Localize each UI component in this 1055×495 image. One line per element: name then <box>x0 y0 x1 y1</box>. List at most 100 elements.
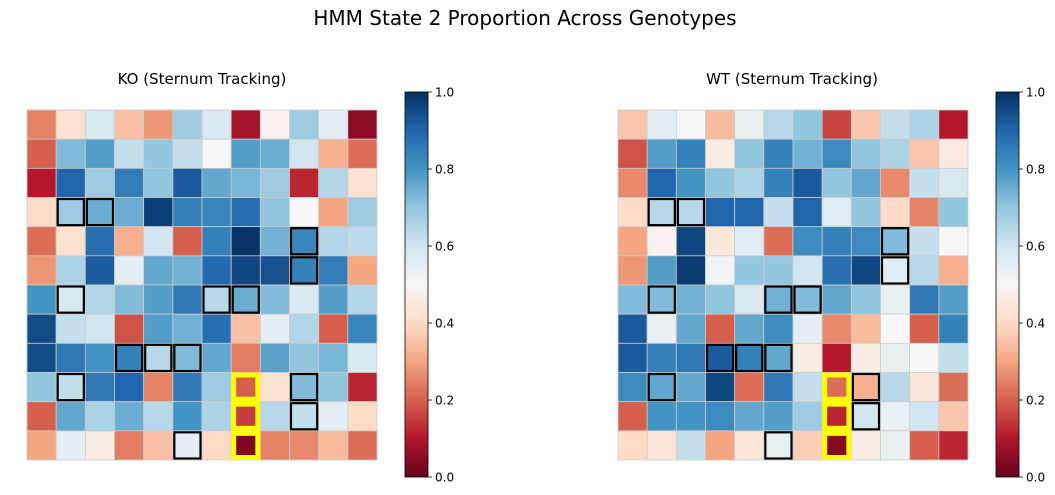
wt-cell-r9-c2 <box>675 372 706 403</box>
ko-cell-r3-c6 <box>201 197 232 228</box>
wt-cell-r11-c9 <box>880 430 911 461</box>
ko-outlined-cell-r3-c2 <box>85 197 115 227</box>
ko-cell-r8-c4 <box>143 342 174 373</box>
ko-cell-r8-c10 <box>318 342 349 373</box>
wt-cell-r0-c0 <box>617 109 648 140</box>
wt-outlined-cell-r3-c2 <box>676 197 706 227</box>
ko-outlined-cell-r5-c9 <box>289 256 319 285</box>
wt-cell-r1-c8 <box>850 138 881 169</box>
ko-cell-r9-c0 <box>26 372 57 403</box>
ko-cell-r4-c4 <box>143 226 174 257</box>
wt-cell-r4-c5 <box>763 226 794 257</box>
ko-cell-r11-c3 <box>114 430 145 461</box>
ko-cell-r0-c3 <box>114 109 145 140</box>
wt-cell-r11-c1 <box>646 430 677 461</box>
ko-cell-r11-c10 <box>318 430 349 461</box>
ko-cell-r5-c0 <box>26 255 57 286</box>
wt-outlined-cell-r6-c5 <box>764 285 793 314</box>
ko-outlined-cell-r8-c3 <box>114 343 144 373</box>
ko-cell-r8-c11 <box>347 342 378 373</box>
ko-panel: KO (Sternum Tracking) 0.0 0.2 0.4 0.6 0.8 1.0 <box>26 70 454 485</box>
wt-cell-r5-c4 <box>734 255 765 286</box>
ko-colorbar: 0.0 0.2 0.4 0.6 0.8 1.0 <box>404 86 454 485</box>
wt-cell-r10-c5 <box>763 401 794 432</box>
figure-title: HMM State 2 Proportion Across Genotypes <box>313 6 736 30</box>
wt-cell-r2-c9 <box>880 167 911 198</box>
wt-cell-r8-c1 <box>646 342 677 373</box>
ko-cell-r1-c4 <box>143 138 174 169</box>
ko-cell-r8-c2 <box>84 342 115 373</box>
wt-cell-r7-c10 <box>909 313 940 344</box>
wt-cell-r4-c6 <box>792 226 823 257</box>
wt-outlined-cell-r9-c8 <box>851 372 881 402</box>
ko-cell-r6-c8 <box>259 284 290 315</box>
ko-cell-r3-c0 <box>26 197 57 228</box>
ko-colorbar-tick-label: 1.0 <box>435 86 454 100</box>
wt-cell-r3-c6 <box>792 197 823 228</box>
ko-cell-r3-c9 <box>289 197 320 228</box>
ko-cell-r10-c8 <box>259 401 290 432</box>
wt-cell-r7-c11 <box>938 313 969 344</box>
wt-cell-r8-c5 <box>763 342 794 373</box>
ko-cell-r10-c2 <box>84 401 115 432</box>
ko-cell-r9-c11 <box>347 372 378 403</box>
ko-cell-r9-c10 <box>318 372 349 403</box>
ko-cell-r7-c11 <box>347 313 378 344</box>
ko-cell-r11-c5 <box>172 430 203 461</box>
wt-outlined-cell-r8-c5 <box>764 343 793 373</box>
ko-cell-r2-c7 <box>230 167 261 198</box>
wt-cell-r0-c1 <box>646 109 677 140</box>
ko-cell-r0-c6 <box>201 109 232 140</box>
ko-cell-r11-c9 <box>289 430 320 461</box>
ko-cell-r0-c9 <box>289 109 320 140</box>
wt-cell-r4-c3 <box>705 226 736 257</box>
wt-outlined-cell-r11-c5 <box>764 431 793 460</box>
wt-highlighted-cell-r10-c7 <box>822 401 852 431</box>
ko-heatmap <box>26 109 378 461</box>
wt-cell-r4-c7 <box>821 226 852 257</box>
wt-cell-r6-c11 <box>938 284 969 315</box>
ko-outlined-cell-r9-c9 <box>289 372 319 402</box>
wt-cell-r6-c8 <box>850 284 881 315</box>
wt-cell-r1-c4 <box>734 138 765 169</box>
wt-cell-r0-c6 <box>792 109 823 140</box>
wt-colorbar-tick-label: 1.0 <box>1026 86 1045 100</box>
wt-cell-r10-c3 <box>705 401 736 432</box>
ko-colorbar-tick-label: 0.4 <box>435 317 454 331</box>
wt-heatmap-title: WT (Sternum Tracking) <box>706 70 878 88</box>
ko-cell-r10-c4 <box>143 401 174 432</box>
wt-cell-r1-c10 <box>909 138 940 169</box>
wt-cell-r3-c7 <box>821 197 852 228</box>
ko-cell-r0-c2 <box>84 109 115 140</box>
wt-cell-r1-c11 <box>938 138 969 169</box>
wt-cell-r9-c11 <box>938 372 969 403</box>
ko-cell-r1-c10 <box>318 138 349 169</box>
wt-cell-r5-c7 <box>821 255 852 286</box>
ko-cell-r1-c9 <box>289 138 320 169</box>
wt-colorbar: 0.0 0.2 0.4 0.6 0.8 1.0 <box>995 86 1045 485</box>
wt-cell-r8-c4 <box>734 342 765 373</box>
wt-cell-r3-c10 <box>909 197 940 228</box>
wt-cell-r1-c9 <box>880 138 911 169</box>
ko-cell-r6-c1 <box>55 284 86 315</box>
wt-cell-r9-c1 <box>646 372 677 403</box>
wt-cell-r3-c2 <box>675 197 706 228</box>
wt-cell-r9-c3 <box>705 372 736 403</box>
wt-outlined-cell-r9-c1 <box>647 372 676 402</box>
wt-cell-r11-c4 <box>734 430 765 461</box>
wt-cell-r7-c8 <box>850 313 881 344</box>
ko-cell-r11-c1 <box>55 430 86 461</box>
ko-cell-r1-c2 <box>84 138 115 169</box>
wt-cell-r5-c10 <box>909 255 940 286</box>
ko-cell-r3-c1 <box>55 197 86 228</box>
ko-cell-r4-c7 <box>230 226 261 257</box>
wt-cell-r2-c11 <box>938 167 969 198</box>
ko-cell-r5-c3 <box>114 255 145 286</box>
wt-cell-r11-c11 <box>938 430 969 461</box>
ko-cell-r1-c11 <box>347 138 378 169</box>
ko-highlighted-cell-r9-c7 <box>231 372 261 402</box>
ko-cell-r5-c10 <box>318 255 349 286</box>
ko-cell-r2-c9 <box>289 167 320 198</box>
ko-cell-r0-c1 <box>55 109 86 140</box>
